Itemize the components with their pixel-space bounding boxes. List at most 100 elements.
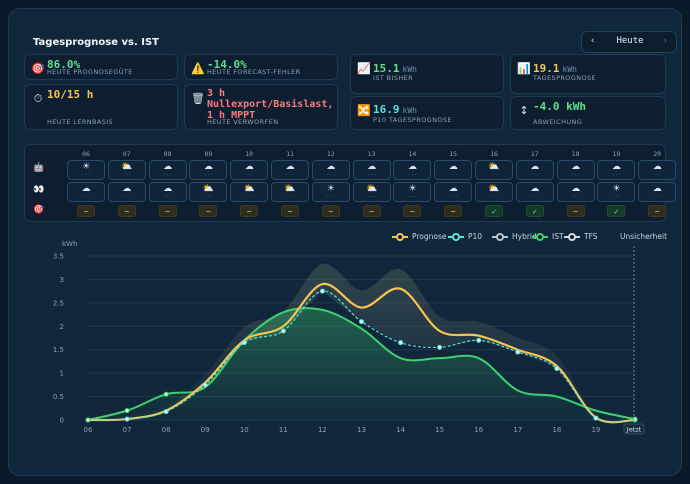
target-icon: 🎯 <box>33 205 45 215</box>
kpi-label: ABWEICHUNG <box>533 118 583 126</box>
weather-icon: ⛅ <box>488 162 500 172</box>
x-tick-label: 16 <box>474 426 483 434</box>
kpi-value: 3 h Nullexport/Basislast, 1 h MPPT <box>207 88 334 121</box>
panel-title: Tagesprognose vs. IST <box>33 37 159 48</box>
target-icon: 🎯 <box>31 62 45 75</box>
hour-label: 07 <box>122 150 131 158</box>
ist-point <box>163 391 169 397</box>
x-tick-label: 19 <box>591 426 600 434</box>
weather-icon: ⛅ <box>243 184 255 194</box>
x-tick-label: 18 <box>552 426 561 434</box>
hour-label: 19 <box>612 150 621 158</box>
weather-cell: ☁ · · · <box>311 160 350 180</box>
legend-label: IST <box>552 232 564 241</box>
legend-item[interactable]: P10 <box>448 232 482 241</box>
weather-cell: ☁ · · · <box>189 160 228 180</box>
hour-label: 20 <box>653 150 662 158</box>
kpi-value: 10/15 h <box>47 88 94 101</box>
swap-vertical-icon: ↕ <box>519 104 529 117</box>
weather-cell: ☀ · · · <box>67 160 105 180</box>
kpi-card-6: 🗑 3 h Nullexport/Basislast, 1 h MPPT HEUTE… <box>184 84 338 130</box>
weather-icon: ☀ <box>81 162 91 172</box>
accuracy-badge: ~ <box>321 205 340 217</box>
kpi-label: IST BISHER <box>373 74 414 82</box>
accuracy-badge: ~ <box>281 205 299 217</box>
hour-label: 14 <box>408 150 417 158</box>
weather-dots: · · · <box>653 194 662 200</box>
day-navigator: ‹ Heute › <box>581 31 677 53</box>
y-tick-label: 3.5 <box>53 253 64 261</box>
ist-point <box>85 417 91 423</box>
weather-icon: ☀ <box>408 184 417 194</box>
y-tick-label: 1 <box>60 370 64 378</box>
x-tick-label: 06 <box>84 426 93 434</box>
weather-dots: · · · <box>163 172 172 178</box>
prev-day-button[interactable]: ‹ <box>590 36 596 46</box>
p10-point <box>398 340 404 346</box>
y-tick-label: 2.5 <box>53 299 64 307</box>
weather-icon: ⛅ <box>202 184 214 194</box>
legend-item[interactable]: IST <box>532 232 564 241</box>
chart-svg: kWh 0 0.5 1 1.5 2 2.5 3 3.5 06 07 08 09 10 11 12 13 14 15 1… <box>53 240 645 435</box>
weather-cell: ☁ · · · <box>515 182 554 202</box>
kpi-value: -14.0% <box>207 58 247 71</box>
legend-swatch <box>392 233 408 241</box>
p10-point <box>280 328 286 334</box>
weather-icon: ☁ <box>367 162 377 172</box>
legend-item[interactable]: TFS <box>564 232 598 241</box>
hour-label: 08 <box>163 150 172 158</box>
x-tick-label: 10 <box>240 426 249 434</box>
weather-cell: ☁ · · · <box>556 182 595 202</box>
weather-dots: · · · <box>449 194 458 200</box>
y-tick-label: 0 <box>60 417 64 425</box>
weather-dots: · · · <box>82 172 90 178</box>
weather-dots: · · · <box>326 172 335 178</box>
next-day-button[interactable]: › <box>662 36 668 46</box>
weather-cell: ☁ · · · <box>434 182 473 202</box>
p10-point <box>319 288 325 294</box>
weather-cell: ⛅ · · · <box>230 182 269 202</box>
legend-swatch <box>532 233 548 241</box>
weather-icon: ☁ <box>122 184 132 194</box>
accuracy-badge: ~ <box>77 205 95 217</box>
stopwatch-icon: ⏱ <box>33 92 43 105</box>
kpi-card-3: 📈 15.1 kWh IST BISHER <box>350 54 504 94</box>
weather-cell: ☁ · · · <box>271 160 309 180</box>
weather-icon: ☁ <box>163 162 173 172</box>
kpi-label: HEUTE FORECAST-FEHLER <box>207 68 301 76</box>
weather-dots: · · · <box>571 194 580 200</box>
x-tick-label: 07 <box>123 426 132 434</box>
weather-cell: ☁ · · · <box>638 160 677 180</box>
p10-point <box>593 415 599 421</box>
hour-label: 11 <box>286 150 294 158</box>
weather-icon: ☁ <box>530 184 540 194</box>
kpi-unit: kWh <box>402 106 417 115</box>
accuracy-badge: ~ <box>403 205 422 217</box>
weather-dots: · · · <box>163 194 172 200</box>
accuracy-badge: ✓ <box>525 205 544 217</box>
legend-label: Hybrid <box>512 232 537 241</box>
kpi-label: TAGESPROGNOSE <box>533 74 597 82</box>
kpi-unit: kWh <box>562 65 577 74</box>
weather-icon: ☁ <box>530 162 540 172</box>
accuracy-badge: ✓ <box>607 205 626 217</box>
ist-line <box>87 307 636 421</box>
weather-icon: ☁ <box>203 162 213 172</box>
weather-icon: ☁ <box>448 184 458 194</box>
x-tick-label: 11 <box>279 426 288 434</box>
y-tick-label: 0.5 <box>53 393 64 401</box>
day-label: Heute <box>616 36 644 46</box>
weather-icon: ☁ <box>81 184 91 194</box>
weather-cell: ☀ · · · <box>393 182 432 202</box>
weather-cell: ☁ · · · <box>107 182 146 202</box>
kpi-value: 15.1 kWh <box>373 62 417 75</box>
weather-dots: · · · <box>82 194 90 200</box>
legend-item[interactable]: Hybrid <box>492 232 537 241</box>
legend-item[interactable]: Prognose <box>392 232 447 241</box>
legend-item[interactable]: Unsicherheit <box>620 232 667 241</box>
weather-icon: ⛅ <box>365 184 378 194</box>
weather-dots: · · · <box>449 172 458 178</box>
forecast-chart: Prognose P10 Hybrid IST TFS Unsicherheit kWh 0… <box>24 226 667 470</box>
accuracy-badge: ~ <box>240 205 259 217</box>
weather-icon: ⛅ <box>488 184 500 194</box>
